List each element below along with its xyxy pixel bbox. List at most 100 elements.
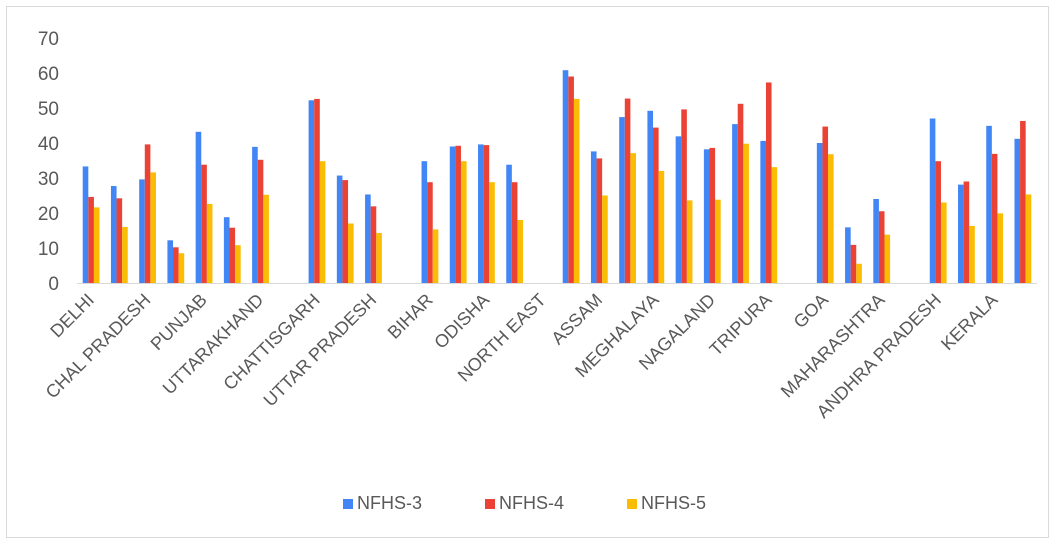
x-tick-label: UTTARAKHAND [159, 290, 268, 399]
bar-nfhs-4 [765, 82, 772, 283]
y-tick-label: 70 [38, 29, 59, 50]
legend: NFHS-3 NFHS-4 NFHS-5 [343, 493, 706, 513]
bar-nfhs-3 [703, 149, 710, 283]
bar-nfhs-5 [1025, 194, 1032, 283]
bar-nfhs-5 [630, 153, 636, 283]
bar-nfhs-5 [348, 223, 354, 283]
bar-nfhs-4 [144, 144, 151, 283]
bar-nfhs-4 [1020, 120, 1026, 283]
bar-nfhs-4 [370, 206, 377, 283]
bar-nfhs-4 [624, 98, 631, 283]
bar-nfhs-3 [732, 124, 738, 283]
x-tick-label: MAHARASHTRA [777, 290, 889, 402]
bar-nfhs-4 [201, 164, 207, 283]
bars [82, 70, 1032, 284]
bar-nfhs-3 [845, 227, 851, 283]
y-tick-label: 10 [38, 239, 59, 260]
bar-nfhs-3 [252, 146, 258, 283]
bar-nfhs-3 [562, 70, 569, 283]
bar-nfhs-4 [257, 159, 264, 283]
bar-nfhs-3 [647, 110, 654, 283]
bar-nfhs-4 [822, 126, 829, 283]
bar-nfhs-3 [958, 184, 964, 283]
bar-nfhs-3 [308, 100, 315, 283]
x-tick-label: KERALA [937, 290, 1001, 354]
bar-nfhs-3 [675, 136, 682, 283]
bar-nfhs-4 [878, 211, 885, 283]
y-tick-label: 20 [38, 204, 59, 225]
bar-nfhs-3 [619, 117, 625, 283]
x-tick-label: DELHI [46, 290, 98, 342]
bar-nfhs-5 [856, 263, 862, 283]
bar-nfhs-4 [596, 158, 603, 283]
y-tick-label: 50 [38, 99, 59, 120]
bar-nfhs-5 [771, 167, 778, 283]
bar-nfhs-3 [110, 186, 117, 283]
legend-swatch-nfhs-3 [343, 499, 353, 509]
bar-nfhs-3 [1014, 138, 1021, 283]
bar-nfhs-3 [336, 175, 343, 283]
bar-nfhs-3 [873, 199, 879, 283]
bar-nfhs-5 [997, 213, 1004, 283]
bar-nfhs-5 [460, 161, 467, 283]
bar-nfhs-4 [88, 196, 94, 283]
bar-nfhs-5 [715, 199, 721, 283]
bar-nfhs-5 [828, 154, 834, 283]
bar-nfhs-4 [427, 182, 433, 283]
bar-nfhs-5 [686, 200, 693, 283]
bar-nfhs-5 [573, 98, 580, 284]
bar-nfhs-5 [969, 225, 975, 283]
bar-nfhs-5 [940, 202, 947, 283]
chart-frame: 0 10 20 30 40 50 60 70 DELHI CHAL PRADESH PUNJAB U… [6, 6, 1049, 538]
bar-nfhs-5 [517, 220, 524, 283]
bar-nfhs-5 [658, 171, 665, 283]
bar-nfhs-5 [178, 253, 185, 283]
y-tick-label: 0 [48, 274, 59, 295]
legend-label-nfhs-4: NFHS-4 [499, 493, 564, 513]
bar-nfhs-5 [489, 182, 495, 283]
bar-nfhs-5 [602, 195, 608, 283]
bar-nfhs-4 [229, 227, 236, 283]
bar-nfhs-5 [743, 143, 749, 283]
bar-nfhs-3 [478, 144, 484, 283]
x-tick-label: CHATTISGARH [219, 290, 323, 394]
bar-nfhs-4 [455, 145, 461, 283]
bar-nfhs-3 [139, 179, 145, 283]
bar-nfhs-4 [681, 109, 687, 284]
bar-nfhs-5 [150, 172, 156, 283]
bar-nfhs-3 [449, 146, 456, 283]
bar-nfhs-4 [342, 180, 349, 283]
bar-nfhs-4 [173, 247, 179, 283]
bar-nfhs-4 [737, 103, 744, 283]
bar-nfhs-4 [483, 145, 490, 283]
bar-nfhs-5 [93, 207, 100, 283]
bar-nfhs-3 [816, 143, 823, 283]
bar-nfhs-5 [263, 194, 269, 283]
bar-nfhs-5 [432, 229, 439, 283]
x-tick-label: GOA [790, 290, 832, 332]
y-axis: 0 10 20 30 40 50 60 70 [38, 29, 59, 295]
bar-nfhs-5 [235, 245, 241, 283]
bar-nfhs-3 [167, 240, 174, 283]
legend-label-nfhs-5: NFHS-5 [641, 493, 706, 513]
bar-nfhs-3 [82, 166, 89, 283]
bar-nfhs-3 [421, 161, 428, 283]
bar-nfhs-4 [935, 161, 941, 283]
bar-nfhs-3 [195, 131, 202, 283]
legend-label-nfhs-3: NFHS-3 [357, 493, 422, 513]
x-tick-label: CHAL PRADESH [42, 290, 155, 403]
bar-nfhs-3 [760, 140, 766, 283]
bar-nfhs-4 [653, 127, 659, 283]
bar-nfhs-3 [365, 194, 371, 283]
bar-nfhs-4 [511, 182, 518, 283]
bar-nfhs-3 [223, 217, 230, 283]
y-tick-label: 30 [38, 169, 59, 190]
legend-swatch-nfhs-5 [627, 499, 637, 509]
bar-nfhs-4 [709, 147, 716, 283]
bar-nfhs-5 [122, 227, 128, 283]
bar-nfhs-5 [884, 234, 891, 283]
bar-nfhs-4 [568, 76, 574, 283]
bar-nfhs-5 [206, 203, 213, 283]
